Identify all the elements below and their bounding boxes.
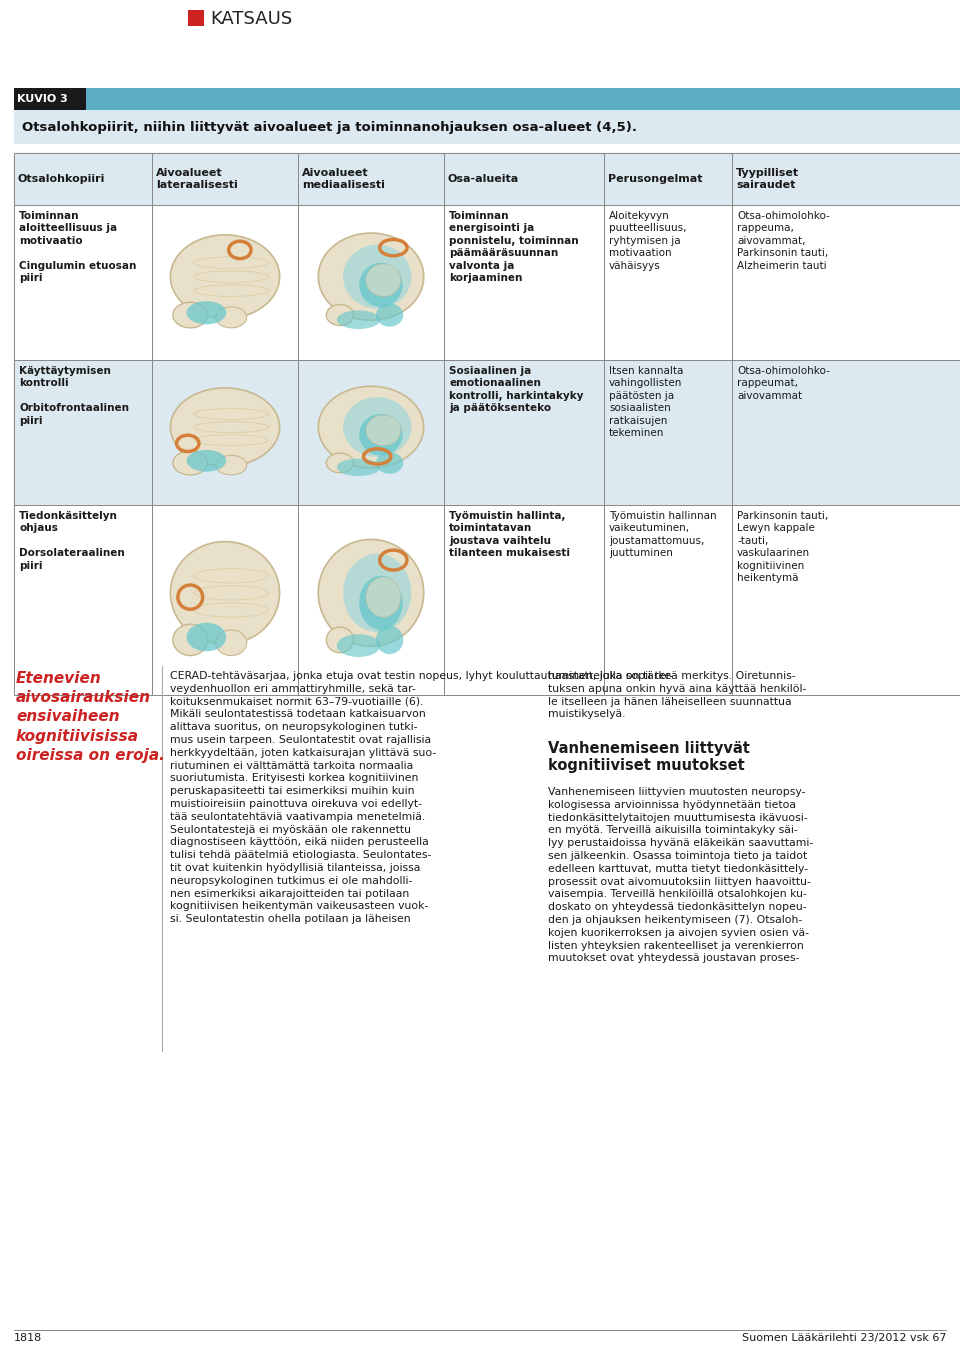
Ellipse shape (186, 301, 227, 324)
Ellipse shape (173, 302, 207, 328)
Ellipse shape (376, 304, 403, 327)
Bar (14, 110, 960, 144)
Bar (298, 359, 444, 504)
Bar (444, 504, 604, 696)
Text: Otsa-ohimolohko-
rappeumat,
aivovammat: Otsa-ohimolohko- rappeumat, aivovammat (737, 366, 829, 401)
Ellipse shape (216, 306, 247, 328)
Bar (14, 88, 960, 110)
Text: 1818: 1818 (14, 1333, 42, 1342)
Ellipse shape (216, 631, 247, 655)
Bar (152, 153, 298, 205)
Text: Suomen Lääkärilehti 23/2012 vsk 67: Suomen Lääkärilehti 23/2012 vsk 67 (741, 1333, 946, 1342)
Ellipse shape (366, 264, 400, 297)
Text: CERAD-tehtäväsarjaa, jonka etuja ovat testin nopeus, lyhyt kouluttautuminen, jok: CERAD-tehtäväsarjaa, jonka etuja ovat te… (170, 671, 673, 925)
Text: Toiminnan
aloitteellisuus ja
motivaatio

Cingulumin etuosan
piiri: Toiminnan aloitteellisuus ja motivaatio … (19, 212, 136, 283)
Ellipse shape (319, 540, 423, 647)
Ellipse shape (326, 626, 353, 652)
Text: Aloitekyvyn
puutteellisuus,
ryhtymisen ja
motivaation
vähäisyys: Aloitekyvyn puutteellisuus, ryhtymisen j… (609, 212, 686, 271)
Text: Vanhenemiseen liittyvien muutosten neuropsy-
kologisessa arvioinnissa hyödynnetä: Vanhenemiseen liittyvien muutosten neuro… (548, 786, 813, 963)
Text: Tiedonkäsittelyn
ohjaus

Dorsolateraalinen
piiri: Tiedonkäsittelyn ohjaus Dorsolateraaline… (19, 511, 125, 571)
Bar (298, 205, 444, 359)
Text: Tyypilliset
sairaudet: Tyypilliset sairaudet (736, 168, 799, 190)
Bar (152, 359, 298, 504)
Ellipse shape (186, 450, 227, 472)
Text: Otsa-ohimolohko-
rappeuma,
aivovammat,
Parkinsonin tauti,
Alzheimerin tauti: Otsa-ohimolohko- rappeuma, aivovammat, P… (737, 212, 829, 271)
Ellipse shape (376, 625, 403, 654)
Bar (14, 359, 152, 504)
Bar (732, 205, 960, 359)
Ellipse shape (366, 415, 400, 446)
Text: Aivoalueet
lateraalisesti: Aivoalueet lateraalisesti (156, 168, 238, 190)
Text: Itsen kannalta
vahingollisten
päätösten ja
sosiaalisten
ratkaisujen
tekeminen: Itsen kannalta vahingollisten päätösten … (609, 366, 684, 438)
Bar (14, 205, 152, 359)
Ellipse shape (376, 452, 403, 473)
Text: Otsalohkopiiri: Otsalohkopiiri (18, 174, 106, 184)
Bar (444, 359, 604, 504)
Text: Aivoalueet
mediaalisesti: Aivoalueet mediaalisesti (302, 168, 385, 190)
Bar (732, 359, 960, 504)
Bar (14, 504, 152, 696)
Bar (152, 205, 298, 359)
Text: Parkinsonin tauti,
Lewyn kappale
-tauti,
vaskulaarinen
kognitiivinen
heikentymä: Parkinsonin tauti, Lewyn kappale -tauti,… (737, 511, 828, 583)
Text: Osa-alueita: Osa-alueita (448, 174, 519, 184)
Ellipse shape (337, 635, 380, 658)
Bar (604, 205, 732, 359)
Bar (14, 153, 152, 205)
Ellipse shape (343, 553, 411, 632)
Text: Työmuistin hallinnan
vaikeutuminen,
joustamattomuus,
juuttuminen: Työmuistin hallinnan vaikeutuminen, jous… (609, 511, 716, 559)
Bar (444, 153, 604, 205)
Bar (732, 153, 960, 205)
Text: Toiminnan
energisointi ja
ponnistelu, toiminnan
päämääräsuunnan
valvonta ja
korj: Toiminnan energisointi ja ponnistelu, to… (449, 212, 579, 283)
Bar (152, 504, 298, 696)
Ellipse shape (337, 311, 380, 330)
Ellipse shape (359, 263, 402, 306)
Bar (298, 153, 444, 205)
Ellipse shape (337, 458, 380, 476)
Text: KUVIO 3: KUVIO 3 (17, 94, 68, 104)
Text: Etenevien
aivosairauksien
ensivaiheen
kognitiivisissa
oireissa on eroja.: Etenevien aivosairauksien ensivaiheen ko… (16, 671, 165, 763)
Text: KATSAUS: KATSAUS (210, 9, 292, 28)
Bar (732, 504, 960, 696)
Ellipse shape (319, 233, 423, 320)
Ellipse shape (343, 397, 411, 457)
Ellipse shape (326, 305, 353, 325)
Ellipse shape (170, 235, 279, 319)
Bar (188, 9, 204, 26)
Bar (604, 359, 732, 504)
Bar (14, 153, 960, 643)
Ellipse shape (173, 624, 207, 655)
Ellipse shape (170, 388, 279, 466)
Text: Sosiaalinen ja
emotionaalinen
kontrolli, harkintakyky
ja päätöksenteko: Sosiaalinen ja emotionaalinen kontrolli,… (449, 366, 584, 414)
Ellipse shape (366, 578, 400, 617)
Bar (444, 205, 604, 359)
Bar (604, 153, 732, 205)
Ellipse shape (216, 456, 247, 475)
Ellipse shape (343, 244, 411, 309)
Ellipse shape (186, 622, 227, 651)
Text: Otsalohkopiirit, niihin liittyvät aivoalueet ja toiminnanohjauksen osa-alueet (4: Otsalohkopiirit, niihin liittyvät aivoal… (22, 121, 637, 133)
Ellipse shape (326, 453, 353, 473)
Text: Käyttäytymisen
kontrolli

Orbitofrontaalinen
piiri: Käyttäytymisen kontrolli Orbitofrontaali… (19, 366, 129, 426)
Bar (14, 88, 86, 110)
Bar (298, 504, 444, 696)
Text: Työmuistin hallinta,
toimintatavan
joustava vaihtelu
tilanteen mukaisesti: Työmuistin hallinta, toimintatavan joust… (449, 511, 570, 559)
Text: Vanhenemiseen liittyvät
kognitiiviset muutokset: Vanhenemiseen liittyvät kognitiiviset mu… (548, 740, 750, 773)
Ellipse shape (170, 541, 279, 644)
Ellipse shape (319, 386, 423, 468)
Ellipse shape (359, 414, 402, 456)
Ellipse shape (173, 452, 207, 475)
Bar (14, 153, 960, 643)
Ellipse shape (359, 576, 402, 631)
Text: haastattelulla on tärkeä merkitys. Oiretunnis-
tuksen apuna onkin hyvä aina käyt: haastattelulla on tärkeä merkitys. Oiret… (548, 671, 806, 720)
Text: Perusongelmat: Perusongelmat (608, 174, 703, 184)
Bar (604, 504, 732, 696)
